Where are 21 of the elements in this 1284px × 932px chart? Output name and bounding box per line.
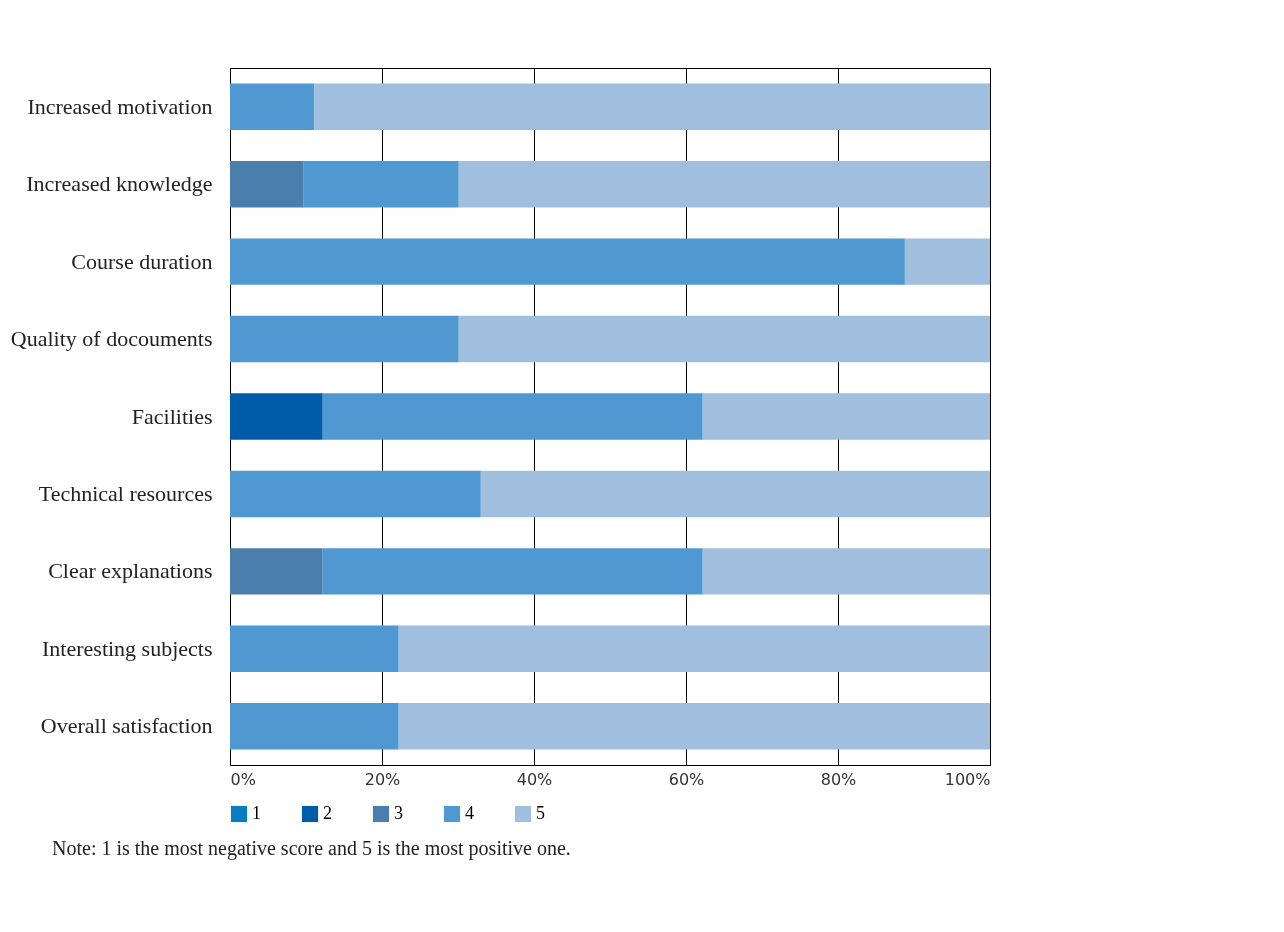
legend-label: 1 [252, 803, 261, 823]
text: Note: 1 is the most negative score and 5 is the most positive one. [52, 837, 572, 860]
x-tick-label: 20% [364, 769, 401, 789]
legend-label: 4 [465, 803, 474, 823]
x-tick-label: 0% [230, 769, 256, 789]
x-tick-label: 40% [516, 769, 553, 789]
y-tick-label: Overall satisfaction [40, 713, 213, 739]
legend-label: 2 [323, 803, 332, 823]
legend-label: 5 [536, 803, 545, 823]
y-tick-label: Increased knowledge [26, 171, 213, 197]
x-tick-label: 60% [668, 769, 705, 789]
y-tick-label: Clear explanations [48, 558, 213, 584]
y-tick-label: Technical resources [38, 480, 213, 506]
legend-label: 3 [394, 803, 403, 823]
y-tick-label: Quality of docouments [10, 326, 213, 352]
x-tick-label: 100% [944, 769, 991, 789]
x-tick-label: 80% [820, 769, 857, 789]
y-tick-label: Facilities [131, 403, 213, 429]
y-tick-label: Increased motivation [27, 93, 213, 119]
y-tick-label: Course duration [71, 248, 213, 274]
y-tick-label: Interesting subjects [42, 635, 213, 661]
